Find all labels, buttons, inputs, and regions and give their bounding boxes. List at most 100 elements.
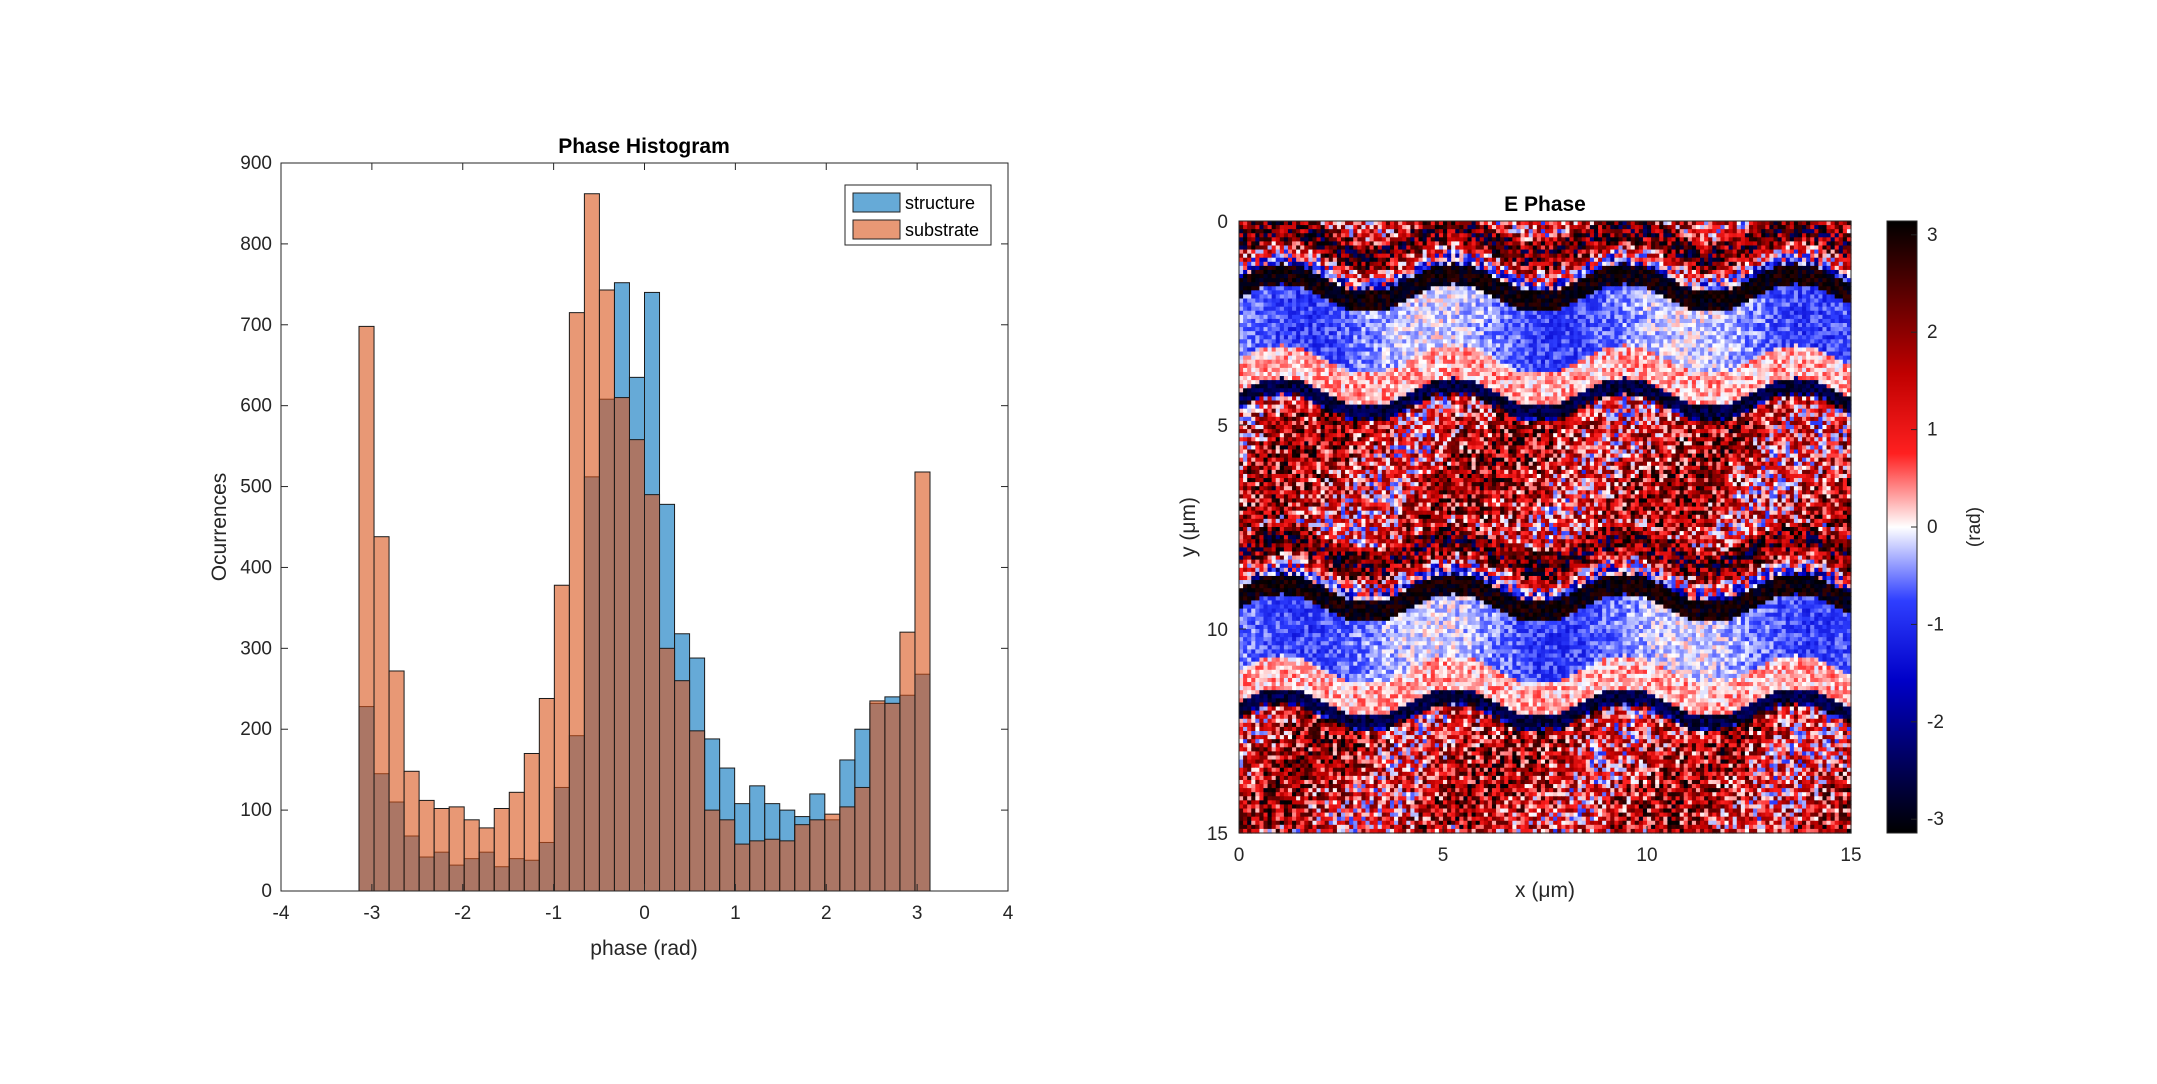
phase-cell: [1831, 245, 1836, 250]
phase-cell: [1525, 339, 1530, 344]
phase-cell: [1712, 315, 1717, 320]
phase-cell: [1284, 245, 1289, 250]
phase-cell: [1802, 323, 1807, 328]
phase-cell: [1676, 221, 1681, 226]
phase-cell: [1806, 299, 1811, 304]
phase-cell: [1353, 290, 1358, 295]
phase-cell: [1659, 245, 1664, 250]
phase-cell: [1276, 262, 1281, 267]
phase-cell: [1345, 311, 1350, 316]
phase-cell: [1492, 327, 1497, 332]
phase-cell: [1272, 266, 1277, 271]
phase-cell: [1700, 319, 1705, 324]
phase-cell: [1545, 274, 1550, 279]
phase-cell: [1680, 343, 1685, 348]
phase-cell: [1778, 290, 1783, 295]
phase-cell: [1280, 262, 1285, 267]
phase-cell: [1386, 266, 1391, 271]
phase-cell: [1480, 323, 1485, 328]
phase-cell: [1618, 307, 1623, 312]
phase-cell: [1655, 327, 1660, 332]
phase-cell: [1272, 303, 1277, 308]
phase-cell: [1692, 221, 1697, 226]
phase-cell: [1806, 229, 1811, 234]
phase-cell: [1276, 286, 1281, 291]
phase-cell: [1545, 233, 1550, 238]
phase-cell: [1529, 315, 1534, 320]
phase-cell: [1321, 352, 1326, 357]
phase-cell: [1594, 278, 1599, 283]
phase-cell: [1504, 327, 1509, 332]
phase-cell: [1463, 307, 1468, 312]
phase-cell: [1435, 225, 1440, 230]
phase-cell: [1835, 347, 1840, 352]
phase-cell: [1716, 315, 1721, 320]
phase-cell: [1598, 327, 1603, 332]
phase-cell: [1741, 245, 1746, 250]
phase-cell: [1839, 245, 1844, 250]
phase-cell: [1300, 343, 1305, 348]
phase-cell: [1414, 282, 1419, 287]
phase-cell: [1704, 274, 1709, 279]
phase-cell: [1582, 225, 1587, 230]
phase-cell: [1472, 282, 1477, 287]
phase-cell: [1484, 229, 1489, 234]
phase-cell: [1659, 307, 1664, 312]
phase-cell: [1647, 250, 1652, 255]
phase-cell: [1655, 237, 1660, 242]
phase-cell: [1419, 315, 1424, 320]
phase-cell: [1259, 266, 1264, 271]
phase-cell: [1745, 258, 1750, 263]
phase-cell: [1696, 290, 1701, 295]
phase-cell: [1745, 221, 1750, 226]
phase-cell: [1272, 319, 1277, 324]
phase-cell: [1382, 331, 1387, 336]
phase-cell: [1651, 335, 1656, 340]
phase-cell: [1365, 315, 1370, 320]
phase-cell: [1639, 286, 1644, 291]
phase-cell: [1459, 335, 1464, 340]
phase-cell: [1716, 299, 1721, 304]
phase-cell: [1667, 254, 1672, 259]
phase-cell: [1488, 319, 1493, 324]
phase-cell: [1463, 331, 1468, 336]
phase-cell: [1467, 250, 1472, 255]
phase-cell: [1578, 225, 1583, 230]
phase-cell: [1696, 250, 1701, 255]
phase-cell: [1733, 274, 1738, 279]
phase-cell: [1671, 299, 1676, 304]
phase-cell: [1533, 290, 1538, 295]
phase-cell: [1574, 311, 1579, 316]
phase-cell: [1521, 339, 1526, 344]
phase-cell: [1831, 335, 1836, 340]
phase-cell: [1541, 347, 1546, 352]
phase-cell: [1251, 294, 1256, 299]
phase-cell: [1292, 233, 1297, 238]
phase-cell: [1761, 319, 1766, 324]
phase-cell: [1288, 299, 1293, 304]
phase-cell: [1586, 245, 1591, 250]
phase-cell: [1643, 250, 1648, 255]
phase-cell: [1484, 237, 1489, 242]
phase-cell: [1631, 274, 1636, 279]
phase-cell: [1414, 294, 1419, 299]
phase-cell: [1488, 307, 1493, 312]
phase-cell: [1578, 327, 1583, 332]
phase-cell: [1790, 331, 1795, 336]
phase-cell: [1406, 315, 1411, 320]
phase-cell: [1447, 307, 1452, 312]
phase-cell: [1276, 339, 1281, 344]
phase-cell: [1467, 327, 1472, 332]
phase-cell: [1333, 278, 1338, 283]
phase-cell: [1410, 352, 1415, 357]
phase-cell: [1268, 274, 1273, 279]
phase-cell: [1704, 258, 1709, 263]
phase-cell: [1749, 233, 1754, 238]
phase-cell: [1700, 254, 1705, 259]
phase-cell: [1512, 307, 1517, 312]
phase-cell: [1247, 233, 1252, 238]
phase-cell: [1247, 323, 1252, 328]
phase-cell: [1296, 221, 1301, 226]
phase-cell: [1500, 347, 1505, 352]
phase-cell: [1786, 266, 1791, 271]
